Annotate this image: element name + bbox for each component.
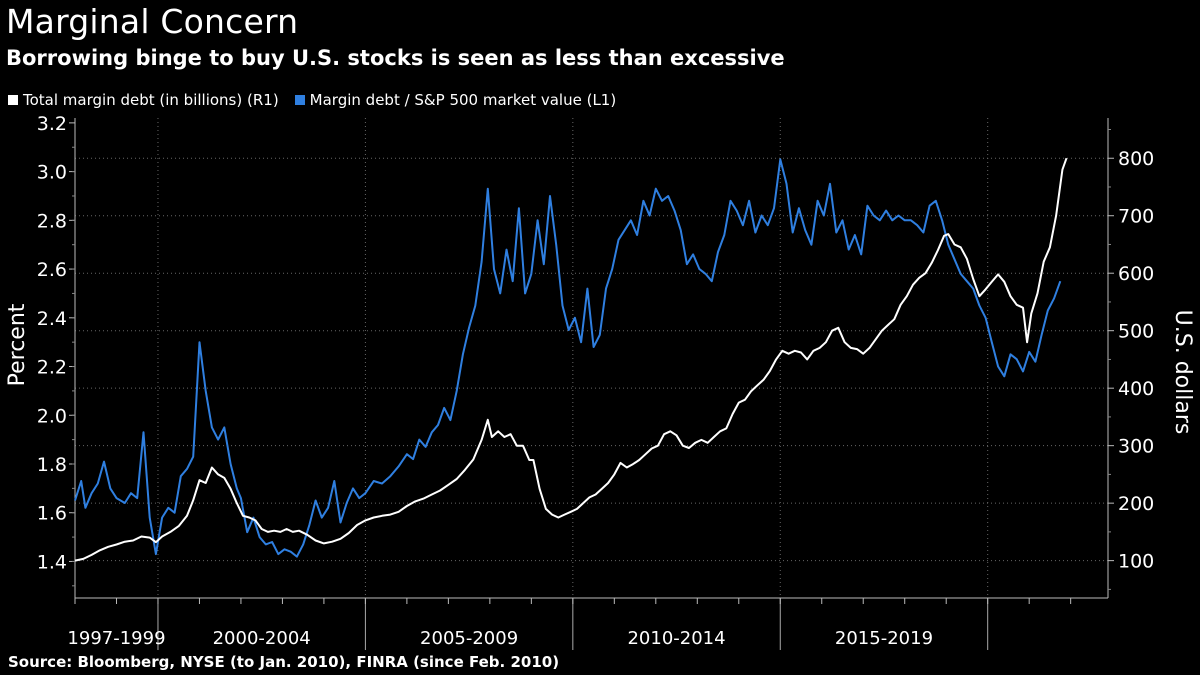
left-tick-label: 2.2 bbox=[37, 357, 67, 379]
series-layer bbox=[74, 157, 1068, 562]
left-tick-label: 2.0 bbox=[37, 405, 67, 427]
right-tick-label: 700 bbox=[1118, 206, 1154, 228]
right-axis-label: U.S. dollars bbox=[1170, 310, 1195, 435]
legend-item-margin-ratio: Margin debt / S&P 500 market value (L1) bbox=[294, 91, 617, 109]
right-tick-label: 300 bbox=[1118, 436, 1154, 458]
legend-label: Total margin debt (in billions) (R1) bbox=[23, 91, 279, 109]
left-tick-label: 1.6 bbox=[37, 503, 67, 525]
axes: 1.4 1.6 1.8 2.0 2.2 2.4 2.6 2.8 3.0 3.2 100 200 300 4… bbox=[37, 113, 1154, 650]
legend-item-total-margin-debt: Total margin debt (in billions) (R1) bbox=[8, 91, 279, 109]
legend-swatch-white bbox=[8, 95, 18, 105]
source-note: Source: Bloomberg, NYSE (to Jan. 2010), … bbox=[8, 653, 560, 671]
left-tick-label: 1.8 bbox=[37, 454, 67, 476]
right-tick-label: 800 bbox=[1118, 148, 1154, 170]
series-line-total-margin-debt bbox=[74, 157, 1068, 562]
grid-lines bbox=[75, 118, 1108, 598]
left-tick-label: 3.0 bbox=[37, 162, 67, 184]
x-period-label: 2015-2019 bbox=[835, 628, 933, 649]
chart-title: Marginal Concern bbox=[6, 2, 299, 41]
legend: Total margin debt (in billions) (R1) Mar… bbox=[8, 91, 616, 109]
legend-label: Margin debt / S&P 500 market value (L1) bbox=[309, 91, 617, 109]
right-tick-label: 100 bbox=[1118, 551, 1154, 573]
x-period-label: 2000-2004 bbox=[213, 628, 311, 649]
left-tick-label: 2.4 bbox=[37, 308, 67, 330]
chart-subtitle: Borrowing binge to buy U.S. stocks is se… bbox=[6, 46, 785, 70]
right-tick-label: 400 bbox=[1118, 378, 1154, 400]
right-tick-label: 200 bbox=[1118, 493, 1154, 515]
x-period-label: 2010-2014 bbox=[627, 628, 725, 649]
x-period-label: 1997-1999 bbox=[67, 628, 165, 649]
left-tick-label: 1.4 bbox=[37, 551, 67, 573]
legend-swatch-blue bbox=[294, 95, 305, 105]
series-line-margin-ratio bbox=[74, 158, 1062, 558]
x-period-label: 2005-2009 bbox=[420, 628, 518, 649]
left-tick-label: 2.8 bbox=[37, 210, 67, 232]
right-tick-label: 500 bbox=[1118, 321, 1154, 343]
right-tick-label: 600 bbox=[1118, 263, 1154, 285]
left-tick-label: 2.6 bbox=[37, 259, 67, 281]
left-tick-label: 3.2 bbox=[37, 113, 67, 135]
left-axis-label: Percent bbox=[5, 303, 30, 386]
